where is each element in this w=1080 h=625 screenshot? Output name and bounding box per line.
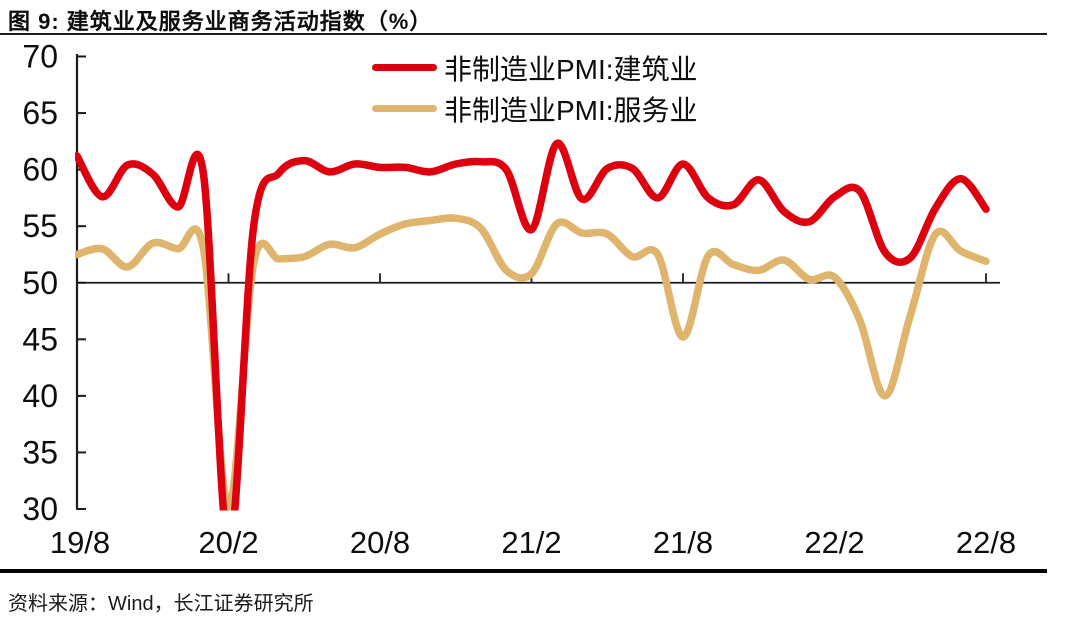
x-axis-label: 20/2 xyxy=(198,525,258,560)
legend-item-construction: 非制造业PMI:建筑业 xyxy=(372,47,698,88)
figure-title: 图 9: 建筑业及服务业商务活动指数（%） xyxy=(8,9,433,34)
y-axis-label: 30 xyxy=(22,491,58,527)
x-axis-label: 22/2 xyxy=(804,525,864,560)
legend-label-services: 非制造业PMI:服务业 xyxy=(444,94,698,126)
x-axis-label: 20/8 xyxy=(350,525,410,560)
construction-series-line xyxy=(75,139,990,511)
y-axis-label: 65 xyxy=(22,95,58,131)
y-axis-label: 40 xyxy=(22,378,58,414)
title-underline xyxy=(0,33,1047,35)
services-line-swatch xyxy=(372,105,437,112)
chart-legend: 非制造业PMI:建筑业 非制造业PMI:服务业 xyxy=(372,47,698,129)
construction-line-swatch xyxy=(372,64,437,71)
x-axis-label: 21/2 xyxy=(501,525,561,560)
bottom-divider xyxy=(0,569,1047,573)
source-note: 资料来源：Wind，长江证券研究所 xyxy=(8,593,314,615)
y-axis-label: 60 xyxy=(22,152,58,188)
x-axis-label: 19/8 xyxy=(50,525,110,560)
legend-label-construction: 非制造业PMI:建筑业 xyxy=(444,53,698,85)
y-axis-label: 35 xyxy=(22,434,58,470)
x-axis-label: 22/8 xyxy=(956,525,1016,560)
y-axis-label: 50 xyxy=(22,265,58,301)
y-axis-label: 70 xyxy=(22,39,58,75)
legend-item-services: 非制造业PMI:服务业 xyxy=(372,88,698,129)
x-axis-label: 21/8 xyxy=(653,525,713,560)
y-axis-label: 45 xyxy=(22,321,58,357)
y-axis-label: 55 xyxy=(22,208,58,244)
